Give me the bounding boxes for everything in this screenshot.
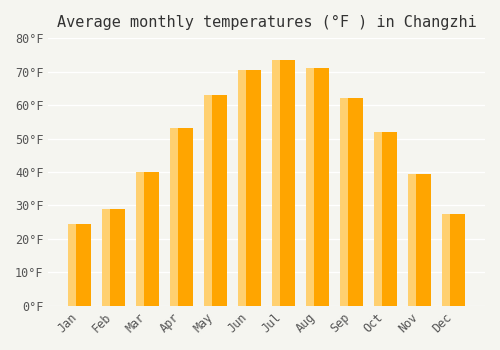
Bar [408, 174, 416, 306]
Bar [306, 68, 314, 306]
Bar [205, 95, 227, 306]
Bar [442, 214, 450, 306]
Bar [68, 224, 76, 306]
Bar [137, 172, 159, 306]
Bar [341, 98, 363, 306]
Bar [409, 174, 431, 306]
Bar [375, 132, 397, 306]
Bar [340, 98, 348, 306]
Title: Average monthly temperatures (°F ) in Changzhi: Average monthly temperatures (°F ) in Ch… [57, 15, 476, 30]
Bar [102, 209, 110, 306]
Bar [374, 132, 382, 306]
Bar [307, 68, 329, 306]
Bar [69, 224, 91, 306]
Bar [204, 95, 212, 306]
Bar [136, 172, 144, 306]
Bar [273, 60, 295, 306]
Bar [238, 70, 246, 306]
Bar [443, 214, 465, 306]
Bar [272, 60, 280, 306]
Bar [103, 209, 125, 306]
Bar [239, 70, 261, 306]
Bar [171, 128, 193, 306]
Bar [170, 128, 178, 306]
